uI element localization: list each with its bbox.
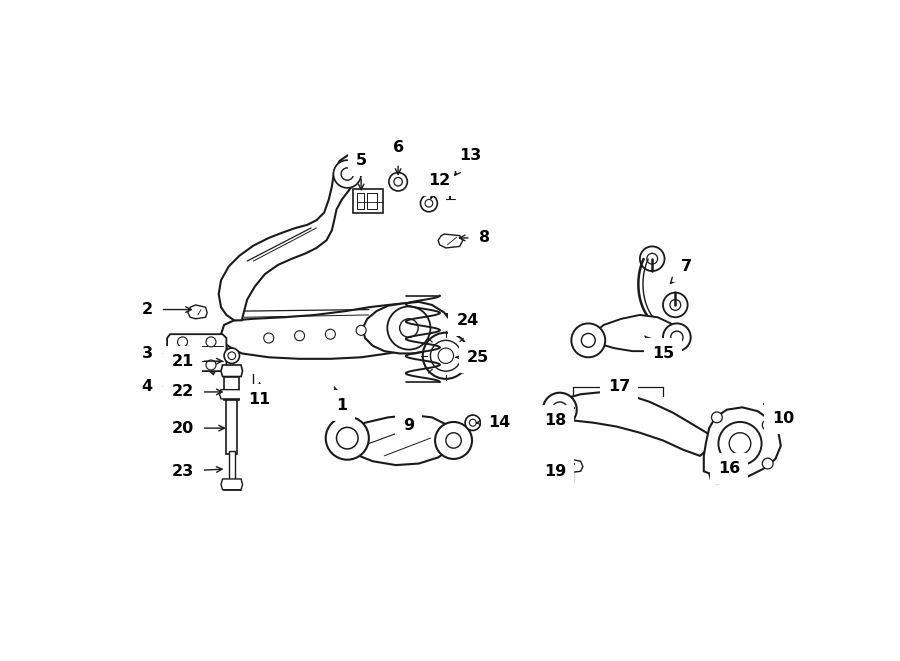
Circle shape xyxy=(224,348,239,364)
Circle shape xyxy=(581,333,595,347)
Circle shape xyxy=(420,195,437,212)
Text: 7: 7 xyxy=(670,259,692,284)
Circle shape xyxy=(670,331,683,344)
Text: 18: 18 xyxy=(544,408,574,428)
Circle shape xyxy=(341,168,354,180)
Circle shape xyxy=(438,348,454,364)
Circle shape xyxy=(762,458,773,469)
Polygon shape xyxy=(704,407,781,479)
Circle shape xyxy=(356,325,366,335)
Polygon shape xyxy=(219,155,360,321)
Text: 13: 13 xyxy=(454,148,482,175)
Circle shape xyxy=(729,433,751,454)
Circle shape xyxy=(425,200,433,207)
Polygon shape xyxy=(221,479,243,490)
Circle shape xyxy=(718,422,761,465)
Circle shape xyxy=(446,433,461,448)
Circle shape xyxy=(663,323,690,351)
Polygon shape xyxy=(221,303,445,359)
Text: 1: 1 xyxy=(335,387,347,412)
Text: 10: 10 xyxy=(764,404,794,426)
Circle shape xyxy=(389,173,408,191)
Polygon shape xyxy=(175,382,194,396)
Bar xyxy=(367,192,376,210)
Circle shape xyxy=(206,360,216,370)
Polygon shape xyxy=(438,234,463,248)
Circle shape xyxy=(326,416,369,459)
Circle shape xyxy=(670,299,680,310)
Polygon shape xyxy=(248,387,267,399)
Bar xyxy=(224,377,239,400)
Circle shape xyxy=(394,178,402,186)
Text: 4: 4 xyxy=(141,379,184,394)
Text: 17: 17 xyxy=(608,379,630,398)
Polygon shape xyxy=(557,392,709,456)
Text: 16: 16 xyxy=(718,458,741,477)
Bar xyxy=(227,400,238,453)
Circle shape xyxy=(465,415,481,430)
Circle shape xyxy=(469,419,476,426)
Circle shape xyxy=(177,360,187,370)
Polygon shape xyxy=(220,389,244,399)
Polygon shape xyxy=(562,459,583,473)
Circle shape xyxy=(177,337,187,347)
Circle shape xyxy=(423,332,469,379)
Circle shape xyxy=(640,247,664,271)
Circle shape xyxy=(206,337,216,347)
Text: 15: 15 xyxy=(644,336,674,361)
Text: 22: 22 xyxy=(171,385,222,399)
Bar xyxy=(229,451,235,482)
Circle shape xyxy=(663,293,688,317)
Circle shape xyxy=(647,253,658,264)
Circle shape xyxy=(264,333,274,343)
Text: 20: 20 xyxy=(171,420,224,436)
Circle shape xyxy=(552,402,568,417)
Circle shape xyxy=(712,412,723,423)
Text: 9: 9 xyxy=(403,416,415,432)
Polygon shape xyxy=(167,334,227,371)
Text: 12: 12 xyxy=(428,173,451,198)
Bar xyxy=(356,192,365,210)
Polygon shape xyxy=(709,469,731,484)
Circle shape xyxy=(228,352,236,360)
Circle shape xyxy=(387,307,430,350)
Polygon shape xyxy=(188,305,207,319)
Text: 24: 24 xyxy=(446,313,479,328)
Circle shape xyxy=(762,420,773,430)
Bar xyxy=(354,190,382,213)
Polygon shape xyxy=(221,365,243,377)
Circle shape xyxy=(446,176,456,187)
Text: 6: 6 xyxy=(392,140,404,175)
Polygon shape xyxy=(589,315,679,351)
Circle shape xyxy=(325,329,336,339)
Text: 19: 19 xyxy=(544,463,574,479)
Circle shape xyxy=(294,330,304,340)
Text: 2: 2 xyxy=(141,302,192,317)
Text: 25: 25 xyxy=(456,350,490,365)
Text: 3: 3 xyxy=(141,346,187,361)
Text: 8: 8 xyxy=(459,231,490,245)
Text: 23: 23 xyxy=(171,464,222,479)
Circle shape xyxy=(572,323,605,358)
Circle shape xyxy=(430,340,461,371)
Text: 11: 11 xyxy=(248,383,271,407)
Circle shape xyxy=(333,160,361,188)
Circle shape xyxy=(435,422,472,459)
Polygon shape xyxy=(363,302,452,354)
Polygon shape xyxy=(346,415,455,465)
Text: 14: 14 xyxy=(477,415,511,430)
Circle shape xyxy=(400,319,419,337)
Text: 5: 5 xyxy=(356,153,366,190)
Polygon shape xyxy=(205,344,229,374)
Circle shape xyxy=(543,393,577,426)
Text: 21: 21 xyxy=(171,354,222,369)
Circle shape xyxy=(337,428,358,449)
